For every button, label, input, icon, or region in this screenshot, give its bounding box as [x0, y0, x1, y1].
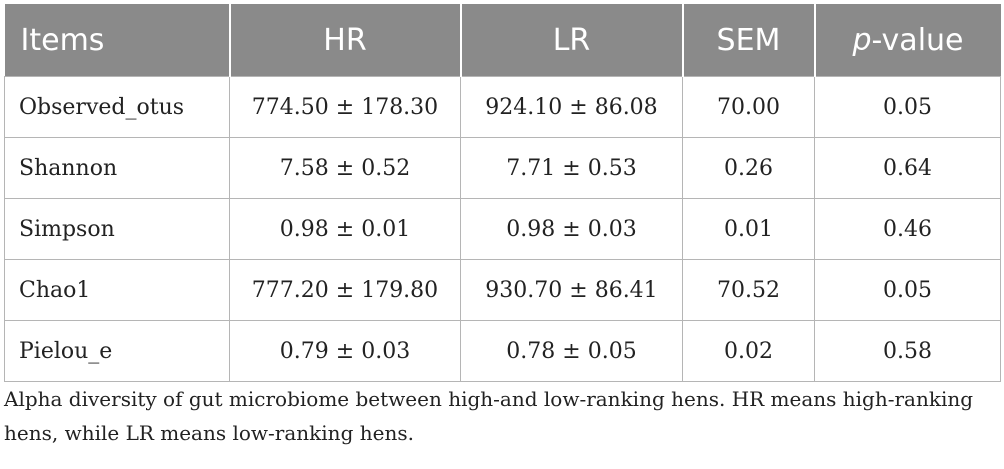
- cell-hr: 0.79 ± 0.03: [229, 320, 461, 382]
- cell-hr: 774.50 ± 178.30: [229, 76, 461, 138]
- cell-hr: 0.98 ± 0.01: [229, 198, 461, 260]
- table-row: Pielou_e 0.79 ± 0.03 0.78 ± 0.05 0.02 0.…: [4, 320, 1001, 382]
- alpha-diversity-table-container: Items HR LR SEM p-value Observed_otus 77…: [4, 4, 1001, 382]
- alpha-diversity-table: Items HR LR SEM p-value Observed_otus 77…: [4, 4, 1001, 382]
- cell-lr: 924.10 ± 86.08: [460, 76, 683, 138]
- cell-item: Chao1: [4, 259, 230, 321]
- cell-lr: 930.70 ± 86.41: [460, 259, 683, 321]
- header-sem: SEM: [681, 4, 815, 77]
- cell-hr: 777.20 ± 179.80: [229, 259, 461, 321]
- table-row: Shannon 7.58 ± 0.52 7.71 ± 0.53 0.26 0.6…: [4, 137, 1001, 199]
- table-row: Observed_otus 774.50 ± 178.30 924.10 ± 8…: [4, 76, 1001, 138]
- cell-sem: 70.52: [682, 259, 815, 321]
- table-row: Chao1 777.20 ± 179.80 930.70 ± 86.41 70.…: [4, 259, 1001, 321]
- header-p-value: p-value: [813, 4, 1001, 77]
- cell-p-value: 0.05: [814, 259, 1001, 321]
- cell-item: Simpson: [4, 198, 230, 260]
- table-caption: Alpha diversity of gut microbiome betwee…: [4, 387, 974, 445]
- header-p-italic: p: [852, 22, 872, 58]
- cell-p-value: 0.05: [814, 76, 1001, 138]
- cell-sem: 0.02: [682, 320, 815, 382]
- table-header-row: Items HR LR SEM p-value: [4, 4, 1001, 77]
- header-lr: LR: [459, 4, 683, 77]
- cell-item: Pielou_e: [4, 320, 230, 382]
- cell-lr: 0.78 ± 0.05: [460, 320, 683, 382]
- cell-lr: 0.98 ± 0.03: [460, 198, 683, 260]
- cell-lr: 7.71 ± 0.53: [460, 137, 683, 199]
- cell-p-value: 0.46: [814, 198, 1001, 260]
- cell-sem: 0.26: [682, 137, 815, 199]
- cell-p-value: 0.64: [814, 137, 1001, 199]
- header-p-rest: -value: [871, 22, 964, 58]
- cell-item: Observed_otus: [4, 76, 230, 138]
- header-items: Items: [4, 4, 230, 77]
- table-row: Simpson 0.98 ± 0.01 0.98 ± 0.03 0.01 0.4…: [4, 198, 1001, 260]
- cell-sem: 70.00: [682, 76, 815, 138]
- cell-item: Shannon: [4, 137, 230, 199]
- cell-hr: 7.58 ± 0.52: [229, 137, 461, 199]
- cell-p-value: 0.58: [814, 320, 1001, 382]
- header-hr: HR: [228, 4, 461, 77]
- cell-sem: 0.01: [682, 198, 815, 260]
